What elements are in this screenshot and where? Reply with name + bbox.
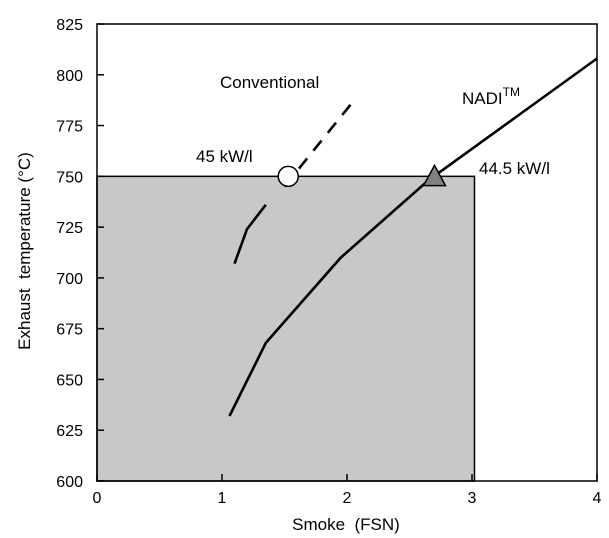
x-tick-label: 1 (218, 490, 227, 507)
y-tick-label: 800 (56, 68, 83, 85)
y-tick-label: 750 (56, 169, 83, 186)
marker-label-45kwl: 45 kW/l (196, 147, 253, 166)
x-axis-title: Smoke (FSN) (292, 515, 400, 534)
y-tick-label: 700 (56, 271, 83, 288)
series-label-nadi-superscript: TM (503, 85, 520, 99)
marker-label-445kwl: 44.5 kW/l (479, 159, 550, 178)
y-tick-label: 625 (56, 423, 83, 440)
x-tick-label: 0 (93, 490, 102, 507)
marker-circle (277, 165, 299, 188)
series-conventional-dashed-line (283, 100, 355, 188)
y-tick-label: 825 (56, 17, 83, 34)
shaded-region (96, 175, 476, 482)
series-nadi-line (228, 57, 598, 417)
y-tick-label: 675 (56, 322, 83, 339)
y-tick-label: 600 (56, 474, 83, 491)
y-axis-title: Exhaust temperature (°C) (15, 152, 34, 350)
y-tick-label: 775 (56, 119, 83, 136)
series-label-conventional: Conventional (220, 73, 319, 92)
marker-triangle (422, 163, 447, 187)
series-conventional-solid-line (233, 204, 267, 265)
x-tick-label: 2 (343, 490, 352, 507)
y-tick-label: 650 (56, 372, 83, 389)
x-tick-label: 4 (593, 490, 602, 507)
x-tick-label: 3 (468, 490, 477, 507)
y-tick-label: 725 (56, 220, 83, 237)
series-label-nadi: NADITM (462, 85, 520, 108)
